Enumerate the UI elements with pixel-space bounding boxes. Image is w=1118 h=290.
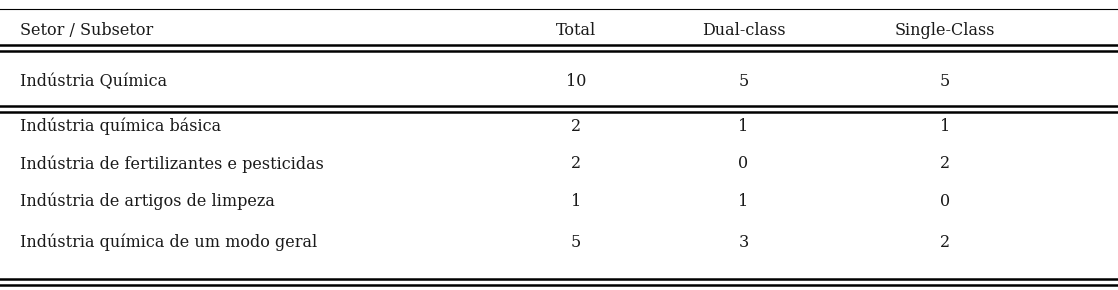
Text: Indústria de fertilizantes e pesticidas: Indústria de fertilizantes e pesticidas <box>20 155 324 173</box>
Text: Indústria química básica: Indústria química básica <box>20 117 221 135</box>
Text: 5: 5 <box>570 234 581 251</box>
Text: 2: 2 <box>570 155 581 172</box>
Text: 2: 2 <box>570 118 581 135</box>
Text: 2: 2 <box>939 234 950 251</box>
Text: 5: 5 <box>939 73 950 90</box>
Text: Indústria de artigos de limpeza: Indústria de artigos de limpeza <box>20 193 275 210</box>
Text: 0: 0 <box>939 193 950 210</box>
Text: 1: 1 <box>738 193 749 210</box>
Text: 3: 3 <box>738 234 749 251</box>
Text: Dual-class: Dual-class <box>702 22 785 39</box>
Text: 1: 1 <box>570 193 581 210</box>
Text: Single-Class: Single-Class <box>894 22 995 39</box>
Text: 10: 10 <box>566 73 586 90</box>
Text: 1: 1 <box>738 118 749 135</box>
Text: 0: 0 <box>738 155 749 172</box>
Text: Total: Total <box>556 22 596 39</box>
Text: Indústria química de um modo geral: Indústria química de um modo geral <box>20 233 318 251</box>
Text: 5: 5 <box>738 73 749 90</box>
Text: Indústria Química: Indústria Química <box>20 73 168 90</box>
Text: 1: 1 <box>939 118 950 135</box>
Text: Setor / Subsetor: Setor / Subsetor <box>20 22 153 39</box>
Text: 2: 2 <box>939 155 950 172</box>
